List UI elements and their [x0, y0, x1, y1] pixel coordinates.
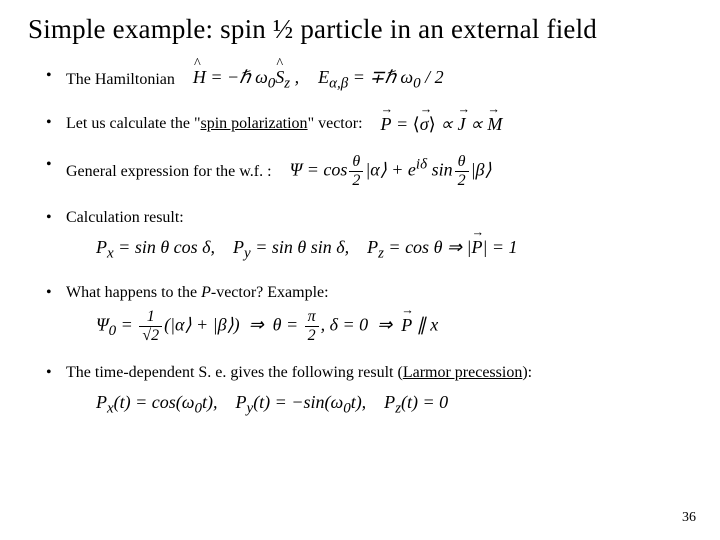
eq-pvector: P = ⟨σ⟩ ∝ J ∝ M — [381, 112, 503, 136]
eq-calc-result: Px = sin θ cos δ, Py = sin θ sin δ, Pz =… — [96, 235, 692, 264]
bullet-text: General expression for the w.f. : — [66, 161, 272, 183]
bullet-larmor: The time-dependent S. e. gives the follo… — [46, 362, 692, 418]
bullet-calc-result: Calculation result: Px = sin θ cos δ, Py… — [46, 207, 692, 263]
bullet-text: Let us calculate the "spin polarization"… — [66, 113, 363, 135]
bullet-text: Calculation result: — [66, 209, 184, 226]
bullet-spin-polarization: Let us calculate the "spin polarization"… — [46, 112, 692, 136]
bullet-text: The time-dependent S. e. gives the follo… — [66, 364, 532, 381]
bullet-pvector-example: What happens to the P-vector? Example: Ψ… — [46, 282, 692, 345]
bullet-text: What happens to the P-vector? Example: — [66, 284, 329, 301]
bullet-list: The Hamiltonian H = −ℏ ω0Sz , Eα,β = ∓ℏ … — [46, 65, 692, 419]
eq-wavefunction: Ψ = cosθ2|α⟩ + eiδ sinθ2|β⟩ — [290, 154, 492, 189]
bullet-text: The Hamiltonian — [66, 69, 175, 91]
page-number: 36 — [682, 510, 696, 526]
bullet-hamiltonian: The Hamiltonian H = −ℏ ω0Sz , Eα,β = ∓ℏ … — [46, 65, 692, 94]
bullet-wf: General expression for the w.f. : Ψ = co… — [46, 154, 692, 189]
eq-larmor: Px(t) = cos(ω0t), Py(t) = −sin(ω0t), Pz(… — [96, 390, 692, 419]
slide-title: Simple example: spin ½ particle in an ex… — [28, 14, 692, 45]
eq-hamiltonian: H = −ℏ ω0Sz , Eα,β = ∓ℏ ω0 / 2 — [193, 65, 444, 94]
eq-psi0: Ψ0 = 1√2(|α⟩ + |β⟩) ⇒ θ = π2, δ = 0 ⇒ P … — [96, 309, 692, 344]
slide: Simple example: spin ½ particle in an ex… — [0, 0, 720, 419]
